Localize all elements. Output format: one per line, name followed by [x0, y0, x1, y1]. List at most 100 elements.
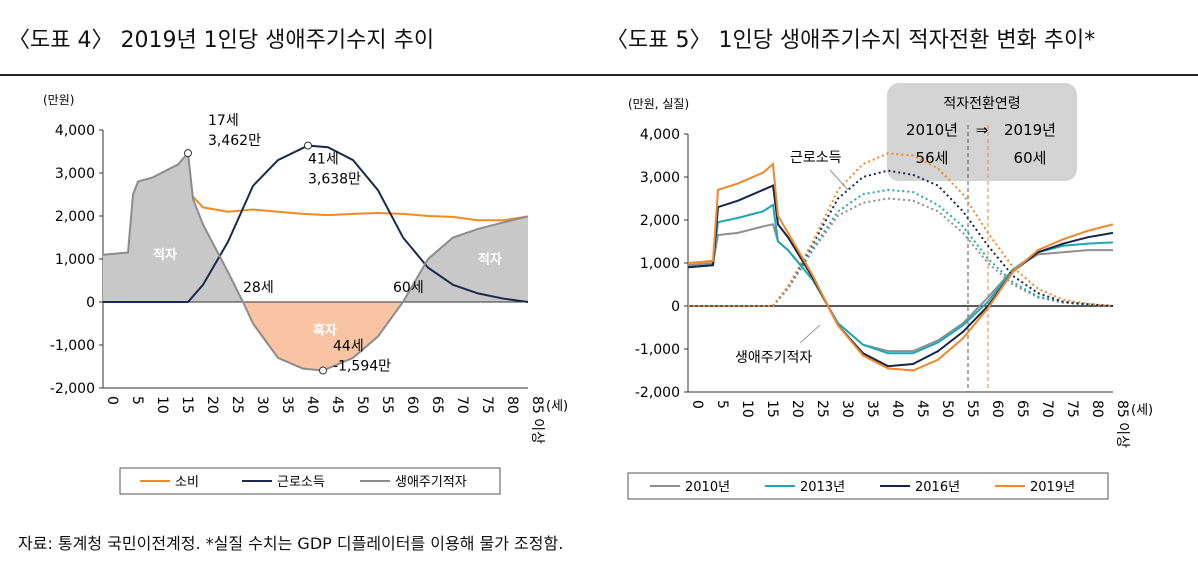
- income-line-2016년: [688, 169, 1114, 307]
- c1-x-tick: 20: [204, 396, 220, 414]
- deficit-area: [103, 153, 528, 302]
- deficit-label: 적자: [478, 251, 502, 267]
- box-to-year: 2019년: [1004, 121, 1056, 139]
- c1-x-tick: 60: [404, 396, 420, 414]
- c1-x-tick: 55: [379, 396, 395, 414]
- marker: [319, 366, 327, 375]
- c2-x-tick: 40: [889, 400, 905, 418]
- annotation-box: [887, 83, 1077, 181]
- c1-x-tick: 15: [179, 396, 195, 414]
- c2-y-tick: 2,000: [640, 213, 680, 229]
- c1-x-tick: 75: [479, 396, 495, 414]
- c2-x-tick: 75: [1064, 400, 1080, 418]
- box-from-age: 56세: [916, 149, 949, 167]
- annotation: 60세: [393, 280, 424, 296]
- surplus-label: 흑자: [313, 322, 337, 338]
- footer-source: 자료: 통계청 국민이전계정. *실질 수치는 GDP 디플레이터를 이용해 물…: [18, 534, 564, 553]
- legend-label: 2016년: [915, 480, 960, 495]
- c2-x-tick: 15: [764, 400, 780, 418]
- deficit-label: 생애주기적자: [735, 350, 812, 366]
- c2-y-unit: (만원, 실질): [628, 97, 689, 111]
- c2-x-tick: 35: [864, 400, 880, 418]
- c1-x-tick: 10: [154, 396, 170, 414]
- c2-x-tick: 30: [839, 400, 855, 418]
- c2-y-tick: 3,000: [640, 170, 680, 186]
- annotation: 44세: [333, 339, 364, 355]
- c1-x-tick: 80: [504, 396, 520, 414]
- series-line-근로소득: [103, 144, 529, 303]
- box-to-age: 60세: [1014, 149, 1047, 167]
- c2-x-tick: 50: [939, 400, 955, 418]
- c2-x-tick: 60: [989, 400, 1005, 418]
- c2-x-unit: (세): [1131, 403, 1153, 418]
- c1-y-tick: 4,000: [55, 123, 95, 139]
- c2-x-tick: 45: [914, 400, 930, 418]
- divider: [0, 74, 1198, 76]
- c1-y-tick: -2,000: [50, 381, 95, 397]
- c2-x-tick: 70: [1039, 400, 1055, 418]
- annotation: 3,462만: [208, 133, 261, 149]
- c1-x-tick: 70: [454, 396, 470, 414]
- c2-y-tick: 4,000: [640, 127, 680, 143]
- c1-y-tick: 2,000: [55, 209, 95, 225]
- c2-x-tick: 80: [1089, 400, 1105, 418]
- box-title: 적자전환연령: [943, 96, 1020, 112]
- annotation: 3,638만: [308, 172, 361, 188]
- legend-box: [627, 472, 1109, 500]
- annotation: 41세: [308, 152, 339, 168]
- box-arrow: ⇒: [976, 121, 989, 139]
- legend-label: 2019년: [1030, 480, 1075, 495]
- c1-x-tick: 85 이상: [529, 396, 545, 444]
- c2-y-tick: -2,000: [635, 385, 680, 401]
- c1-x-tick: 65: [429, 396, 445, 414]
- deficit-line-2019년: [687, 162, 1114, 372]
- c2-x-tick: 0: [689, 400, 705, 409]
- leader-line: [799, 324, 821, 344]
- marker: [304, 141, 312, 150]
- c1-x-unit: (세): [546, 399, 568, 414]
- c1-x-tick: 25: [229, 396, 245, 414]
- annotation: 17세: [208, 113, 239, 129]
- right-title: 〈도표 5〉 1인당 생애주기수지 적자전환 변화 추이*: [606, 28, 1096, 53]
- leader-line: [829, 169, 849, 191]
- c1-y-tick: 1,000: [55, 252, 95, 268]
- c1-x-tick: 30: [254, 396, 270, 414]
- c1-x-tick: 35: [279, 396, 295, 414]
- annotation: 28세: [243, 280, 274, 296]
- legend-label: 생애주기적자: [395, 475, 467, 490]
- c1-y-tick: -1,000: [50, 338, 95, 354]
- c2-x-tick: 5: [714, 400, 730, 409]
- c2-x-tick: 55: [964, 400, 980, 418]
- income-label: 근로소득: [790, 150, 842, 166]
- box-from-year: 2010년: [906, 121, 958, 139]
- series-line-생애주기적자: [102, 150, 529, 372]
- c2-x-tick: 20: [789, 400, 805, 418]
- c2-x-tick: 10: [739, 400, 755, 418]
- deficit-label: 적자: [153, 247, 177, 263]
- surplus-area: [103, 302, 528, 371]
- legend-box: [119, 467, 501, 495]
- c1-x-tick: 50: [354, 396, 370, 414]
- marker: [184, 149, 192, 158]
- c2-y-tick: -1,000: [635, 342, 680, 358]
- left-title: 〈도표 4〉 2019년 1인당 생애주기수지 추이: [8, 28, 435, 53]
- legend-label: 2010년: [685, 480, 730, 495]
- c1-x-tick: 5: [129, 396, 145, 405]
- c2-y-tick: 1,000: [640, 256, 680, 272]
- c1-x-tick: 40: [304, 396, 320, 414]
- c2-x-tick: 65: [1014, 400, 1030, 418]
- c2-y-tick: 0: [671, 299, 680, 315]
- c2-x-tick: 25: [814, 400, 830, 418]
- c1-y-unit: (만원): [43, 93, 74, 107]
- c1-y-tick: 3,000: [55, 166, 95, 182]
- series-line-소비: [192, 195, 529, 222]
- deficit-line-2016년: [687, 184, 1114, 368]
- legend-label: 소비: [175, 475, 199, 490]
- c1-x-tick: 0: [104, 396, 120, 405]
- income-line-2019년: [688, 152, 1114, 307]
- deficit-line-2010년: [687, 223, 1113, 353]
- c1-y-tick: 0: [86, 295, 95, 311]
- legend-label: 근로소득: [277, 475, 325, 490]
- legend-label: 2013년: [800, 480, 845, 495]
